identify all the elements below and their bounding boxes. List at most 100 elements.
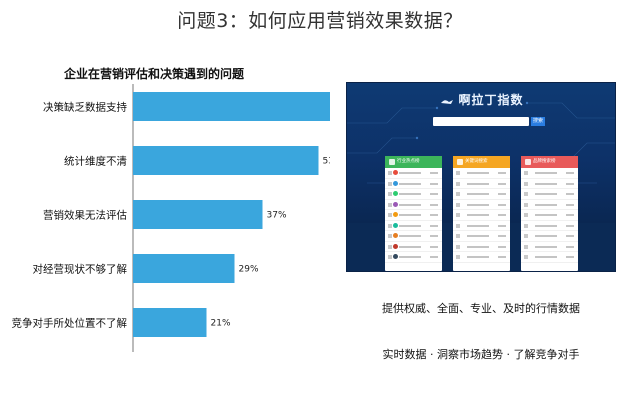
row-value-placeholder [498, 214, 506, 216]
panel-title: 品牌搜索榜 [533, 159, 556, 164]
value-label: 29% [239, 265, 259, 275]
rank-marker [456, 202, 460, 207]
row-text-placeholder [399, 224, 421, 227]
brand-logo-icon [393, 254, 398, 259]
panel-row [521, 221, 578, 231]
row-value-placeholder [430, 203, 438, 206]
category-label: 竞争对手所处位置不了解 [12, 317, 128, 330]
rank-marker [388, 202, 392, 207]
brand-logo-icon [393, 233, 398, 238]
rank-marker [388, 181, 392, 186]
panel-header: 关键词搜索 [453, 156, 510, 168]
row-value-placeholder [498, 235, 506, 237]
rank-marker [456, 244, 460, 249]
lamp-icon [441, 99, 454, 104]
panel-row [385, 168, 442, 179]
rank-marker [388, 171, 392, 175]
row-text-placeholder [467, 214, 489, 216]
rank-marker [524, 202, 528, 207]
row-value-placeholder [430, 172, 438, 174]
panel-row [521, 200, 578, 210]
row-text-placeholder [467, 172, 489, 174]
panel-rows [385, 168, 442, 263]
panel-rows [521, 168, 578, 263]
row-text-placeholder [535, 214, 557, 216]
row-value-placeholder [566, 256, 574, 258]
panel-row [453, 252, 510, 263]
row-text-placeholder [399, 235, 421, 237]
caption-secondary: 实时数据 · 洞察市场趋势 · 了解竞争对手 [382, 348, 580, 361]
search-button[interactable]: 搜索 [531, 117, 545, 126]
row-text-placeholder [535, 193, 557, 195]
panel-row [521, 179, 578, 189]
panel-row [521, 210, 578, 221]
panel-row [453, 179, 510, 189]
category-label: 对经营现状不够了解 [33, 263, 128, 276]
row-value-placeholder [498, 256, 506, 258]
row-value-placeholder [566, 172, 574, 174]
row-value-placeholder [566, 235, 574, 237]
panel-row [521, 189, 578, 200]
panel-keyword: 关键词搜索 [453, 156, 510, 271]
row-text-placeholder [535, 224, 557, 227]
row-value-placeholder [430, 245, 438, 248]
rank-marker [456, 234, 460, 238]
bar [133, 146, 319, 175]
rank-marker [456, 255, 460, 259]
row-value-placeholder [566, 245, 574, 248]
row-value-placeholder [430, 193, 438, 195]
panel-title: 行业热点榜 [397, 159, 420, 164]
brand-logo-icon [393, 191, 398, 196]
brand-logo-icon [393, 212, 398, 217]
rank-marker [456, 192, 460, 196]
panel-row [453, 221, 510, 231]
bar [133, 308, 207, 337]
panel-row [521, 252, 578, 263]
row-text-placeholder [535, 182, 557, 185]
panel-row [385, 252, 442, 263]
row-text-placeholder [535, 172, 557, 174]
slide-title: 问题3：如何应用营销效果数据？ [177, 10, 463, 32]
brand-logo-icon [393, 222, 398, 228]
row-text-placeholder [535, 203, 557, 206]
panel-row [453, 168, 510, 179]
row-value-placeholder [498, 182, 506, 185]
rank-marker [456, 223, 460, 228]
brand-logo-icon [393, 180, 398, 186]
panel-row [453, 231, 510, 242]
search-input[interactable] [433, 117, 529, 126]
rank-marker [388, 255, 392, 259]
panel-icon [389, 159, 395, 165]
row-value-placeholder [430, 214, 438, 216]
panel-header: 行业热点榜 [385, 156, 442, 168]
row-value-placeholder [430, 235, 438, 237]
brand-logo-icon [393, 243, 398, 249]
row-text-placeholder [399, 193, 421, 195]
panel-icon [457, 159, 463, 165]
row-text-placeholder [399, 214, 421, 216]
panel-row [385, 200, 442, 210]
rank-marker [524, 192, 528, 196]
rank-marker [524, 181, 528, 186]
category-label: 统计维度不清 [64, 155, 127, 168]
bar [133, 200, 263, 229]
rank-marker [524, 171, 528, 175]
panel-row [385, 221, 442, 231]
row-text-placeholder [399, 256, 421, 258]
rank-marker [524, 234, 528, 238]
category-label: 决策缺乏数据支持 [43, 101, 127, 114]
brand-logo: 啊拉丁指数 [347, 91, 615, 108]
product-screenshot: 啊拉丁指数 搜索 行业热点榜 关键词搜索 品牌搜索榜 [346, 82, 616, 272]
row-value-placeholder [430, 256, 438, 258]
row-value-placeholder [498, 203, 506, 206]
row-value-placeholder [566, 193, 574, 195]
panel-icon [525, 159, 531, 165]
panel-header: 品牌搜索榜 [521, 156, 578, 168]
row-value-placeholder [566, 224, 574, 227]
rank-marker [388, 213, 392, 217]
rank-marker [456, 213, 460, 217]
value-label: 21% [211, 319, 231, 329]
rank-marker [524, 223, 528, 228]
rank-marker [388, 192, 392, 196]
row-text-placeholder [467, 224, 489, 227]
